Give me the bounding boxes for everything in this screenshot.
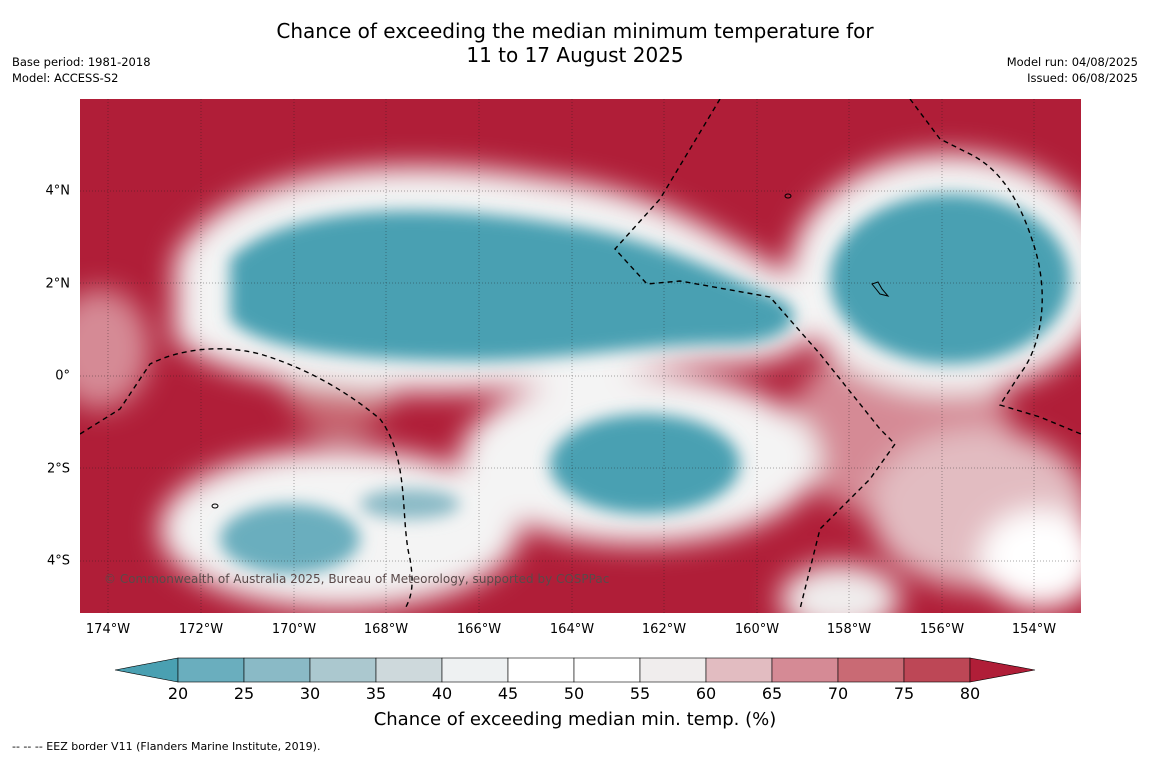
copyright-notice: © Commonwealth of Australia 2025, Bureau… [104, 572, 610, 586]
colorbar-tick-65: 65 [761, 684, 783, 703]
lat-label-4s: 4°S [46, 553, 70, 569]
colorbar-tick-45: 45 [497, 684, 519, 703]
colorbar-segment [705, 657, 773, 683]
lon-label-160w: 160°W [734, 622, 780, 637]
colorbar-tick-35: 35 [365, 684, 387, 703]
lon-label-154w: 154°W [1011, 622, 1057, 637]
lon-label-156w: 156°W [919, 622, 965, 637]
colorbar-segment [507, 657, 575, 683]
colorbar [0, 655, 1150, 690]
colorbar-tick-50: 50 [563, 684, 585, 703]
colorbar-segment [771, 657, 839, 683]
map-title-line1: Chance of exceeding the median minimum t… [276, 19, 874, 43]
colorbar-segment [177, 657, 245, 683]
graticule [80, 99, 1081, 613]
lat-label-4n: 4°N [45, 183, 71, 199]
lon-label-170w: 170°W [271, 622, 317, 637]
lon-label-166w: 166°W [456, 622, 502, 637]
lon-label-172w: 172°W [178, 622, 224, 637]
colorbar-segment [309, 657, 377, 683]
colorbar-label: Chance of exceeding median min. temp. (%… [373, 709, 777, 730]
lon-label-174w: 174°W [85, 622, 131, 637]
meta-right: Model run: 04/08/2025 Issued: 06/08/2025 [1007, 54, 1138, 86]
colorbar-tick-80: 80 [959, 684, 981, 703]
island-outlines [211, 193, 890, 509]
colorbar-segment [573, 657, 641, 683]
colorbar-tick-25: 25 [233, 684, 255, 703]
model-run-text: Model run: 04/08/2025 [1006, 55, 1138, 69]
eez-footnote: -- -- -- EEZ border V11 (Flanders Marine… [12, 740, 321, 753]
colorbar-arrow-low [114, 657, 179, 683]
lon-label-164w: 164°W [549, 622, 595, 637]
meta-left: Base period: 1981-2018 Model: ACCESS-S2 [12, 54, 151, 86]
map-title-line2: 11 to 17 August 2025 [466, 43, 684, 67]
colorbar-tick-75: 75 [893, 684, 915, 703]
colorbar-segment [243, 657, 311, 683]
lat-label-2n: 2°N [45, 276, 71, 292]
colorbar-segment [441, 657, 509, 683]
lon-label-168w: 168°W [363, 622, 409, 637]
colorbar-segment [375, 657, 443, 683]
colorbar-segment [903, 657, 971, 683]
lon-label-162w: 162°W [641, 622, 687, 637]
colorbar-tick-30: 30 [299, 684, 321, 703]
issued-text: Issued: 06/08/2025 [1027, 71, 1138, 85]
colorbar-segment [639, 657, 707, 683]
low-probability-cores [220, 194, 1070, 574]
colorbar-segment [837, 657, 905, 683]
colorbar-tick-60: 60 [695, 684, 717, 703]
colorbar-arrow-high [969, 657, 1036, 683]
colorbar-tick-40: 40 [431, 684, 453, 703]
lat-label-2s: 2°S [46, 461, 70, 477]
base-period-text: Base period: 1981-2018 [12, 55, 151, 69]
lat-label-0: 0° [55, 368, 70, 384]
colorbar-tick-55: 55 [629, 684, 651, 703]
colorbar-tick-20: 20 [167, 684, 189, 703]
lon-label-158w: 158°W [826, 622, 872, 637]
model-text: Model: ACCESS-S2 [12, 71, 119, 85]
eez-border-lines [80, 99, 1081, 610]
probability-map [80, 99, 1081, 613]
colorbar-tick-70: 70 [827, 684, 849, 703]
